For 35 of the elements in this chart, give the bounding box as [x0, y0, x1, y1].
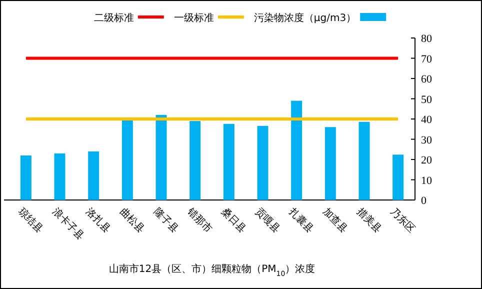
bar	[358, 122, 370, 200]
legend-label: 污染物浓度（μg/m3）	[254, 12, 356, 24]
x-tick-label: 隆子县	[151, 206, 181, 236]
x-tick-label: 错那市	[184, 204, 215, 236]
y-tick-label: 40	[421, 114, 432, 126]
bar	[392, 154, 404, 200]
bar	[122, 119, 133, 200]
legend-label: 二级标准	[94, 12, 134, 24]
y-tick-label: 60	[421, 74, 432, 86]
bar	[257, 126, 268, 200]
x-tick-label: 措美县	[354, 206, 384, 236]
y-tick-label: 10	[421, 174, 432, 187]
y-tick-label: 20	[421, 154, 432, 166]
x-tick-label: 扎囊县	[286, 206, 316, 236]
y-tick-label: 70	[421, 53, 432, 66]
x-tick-label: 琼结县	[16, 206, 46, 236]
bar	[291, 100, 302, 200]
y-tick-label: 0	[421, 195, 427, 207]
bar	[156, 114, 167, 200]
bar	[190, 121, 201, 200]
bar	[223, 124, 234, 200]
y-tick-label: 30	[421, 134, 432, 146]
bar	[54, 153, 66, 200]
x-tick-label: 曲松县	[117, 206, 147, 236]
bar	[324, 127, 336, 200]
bar	[88, 151, 100, 200]
bar	[20, 155, 32, 200]
x-tick-label: 桑日县	[218, 206, 248, 236]
y-tick-label: 80	[421, 33, 432, 45]
legend-label: 一级标准	[174, 12, 214, 24]
x-tick-label: 加查县	[320, 206, 350, 236]
x-tick-label: 乃东区	[388, 206, 418, 236]
x-tick-label: 贡嘎县	[252, 206, 282, 236]
y-tick-label: 50	[421, 94, 432, 106]
x-axis-title: 山南市12县（区、市）细颗粒物（PM$_{10}$）浓度	[108, 263, 316, 278]
